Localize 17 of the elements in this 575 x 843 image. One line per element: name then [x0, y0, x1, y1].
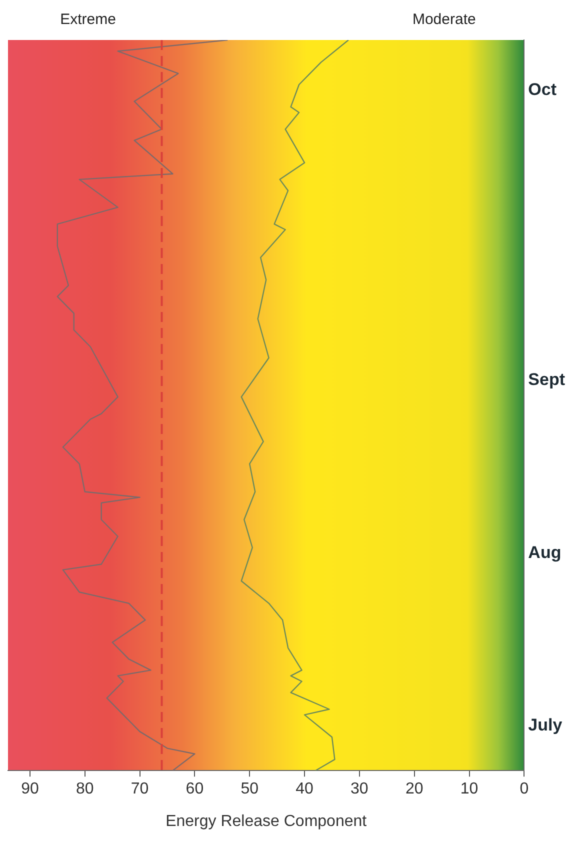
y-tick-label: Oct: [528, 80, 557, 99]
y-tick-label: July: [528, 716, 563, 735]
x-tick-label: 0: [520, 780, 529, 798]
x-axis-title: Energy Release Component: [166, 812, 368, 830]
x-tick-label: 90: [21, 780, 39, 798]
x-tick-label: 10: [460, 780, 478, 798]
text: Extreme: [60, 11, 116, 28]
text: Moderate: [412, 11, 476, 28]
x-tick-label: 60: [186, 780, 204, 798]
x-tick-label: 20: [405, 780, 424, 798]
x-tick-label: 80: [76, 780, 94, 798]
x-tick-label: 40: [296, 780, 314, 798]
x-tick-label: 30: [350, 780, 368, 798]
y-tick-label: Aug: [528, 542, 562, 562]
x-tick-label: 50: [240, 780, 259, 798]
y-tick-label: Sept: [528, 370, 566, 389]
x-tick-label: 70: [130, 780, 149, 798]
